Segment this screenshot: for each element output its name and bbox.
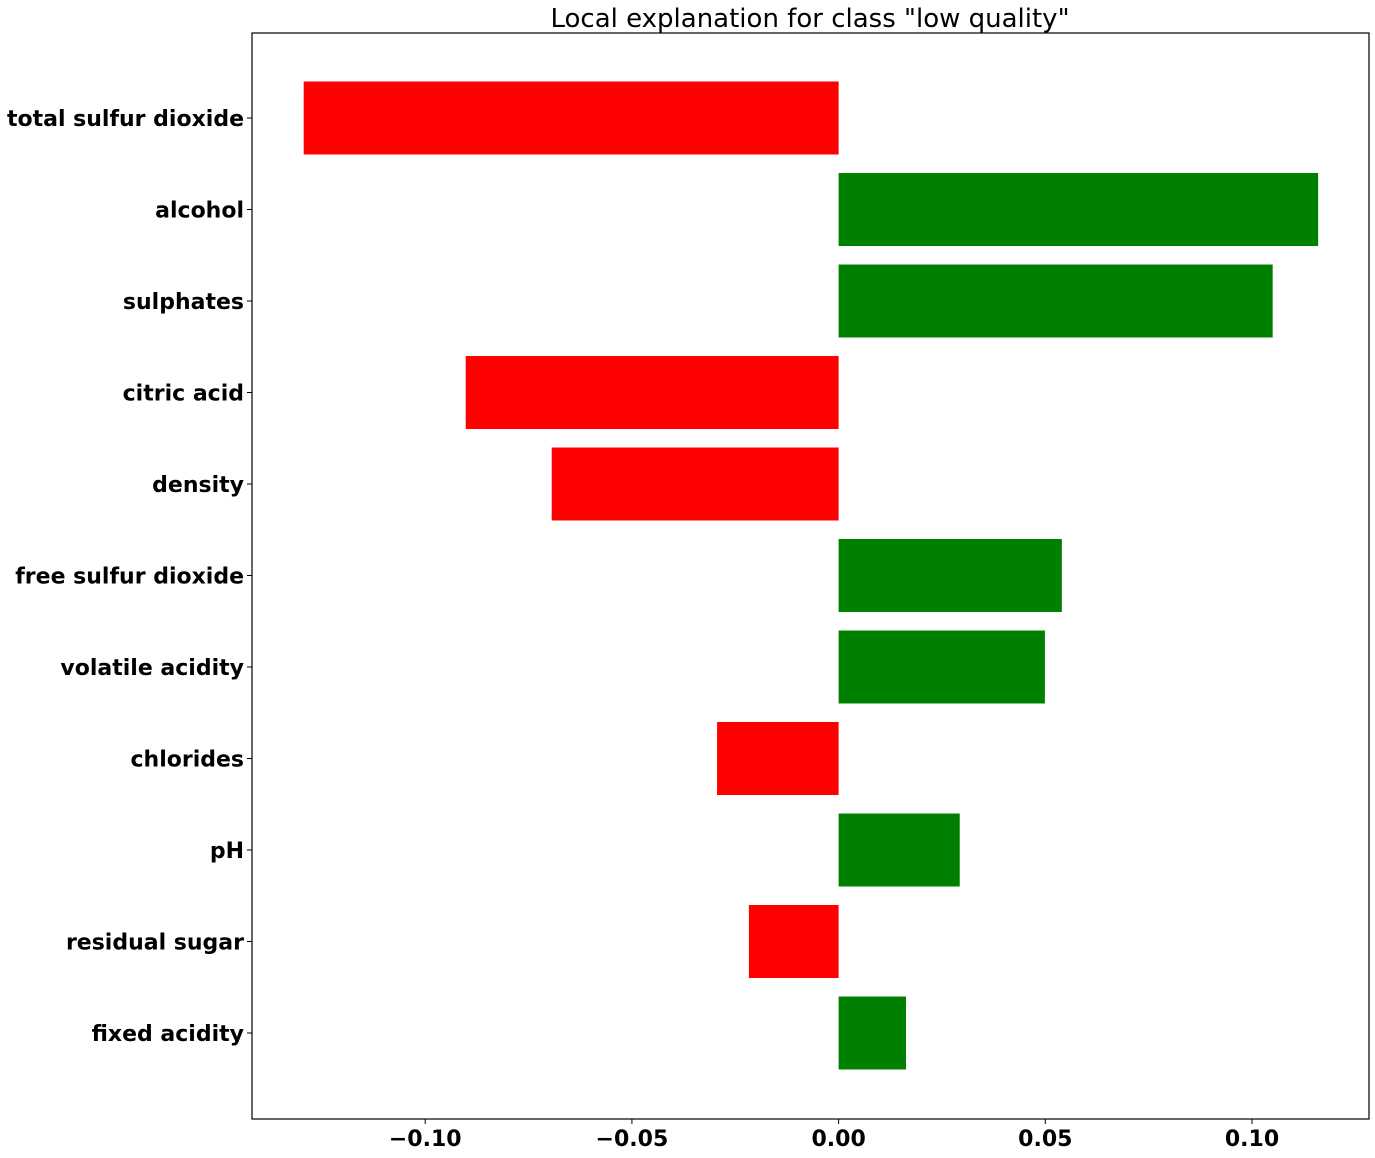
- bar-chlorides: [717, 722, 839, 795]
- x-tick-label: −0.10: [389, 1127, 462, 1152]
- x-tick-label: 0.00: [811, 1127, 865, 1152]
- x-tick-label: 0.05: [1018, 1127, 1072, 1152]
- bar-total-sulfur-dioxide: [303, 81, 839, 155]
- bars-layer: [303, 81, 1319, 1070]
- y-tick-label: pH: [210, 839, 244, 864]
- y-tick-label: density: [152, 473, 244, 498]
- y-tick-label: volatile acidity: [60, 656, 244, 681]
- bar-citric-acid: [465, 356, 839, 429]
- x-tick-label: 0.10: [1225, 1127, 1279, 1152]
- y-tick-label: chlorides: [130, 748, 244, 773]
- y-tick-label: free sulfur dioxide: [15, 565, 244, 590]
- bar-alcohol: [838, 173, 1319, 246]
- y-tick-label: alcohol: [155, 199, 244, 224]
- bar-volatile-acidity: [838, 630, 1045, 704]
- y-tick-label: residual sugar: [66, 931, 244, 956]
- bar-free-sulfur-dioxide: [838, 539, 1062, 612]
- chart-title: Local explanation for class "low quality…: [550, 4, 1069, 34]
- bar-fixed-acidity: [838, 996, 906, 1070]
- y-tick-label: fixed acidity: [92, 1022, 244, 1047]
- y-tick-label: citric acid: [123, 382, 244, 407]
- bar-density: [551, 447, 839, 521]
- y-tick-label: total sulfur dioxide: [7, 107, 244, 132]
- bar-ph: [838, 813, 960, 887]
- x-tick-label: −0.05: [596, 1127, 669, 1152]
- y-tick-label: sulphates: [123, 290, 244, 315]
- y-axis: total sulfur dioxide alcohol sulphates citr…: [7, 107, 252, 1047]
- bar-sulphates: [838, 264, 1273, 338]
- x-axis: −0.10 −0.05 0.00 0.05 0.10: [389, 1119, 1279, 1152]
- bar-residual-sugar: [748, 905, 839, 978]
